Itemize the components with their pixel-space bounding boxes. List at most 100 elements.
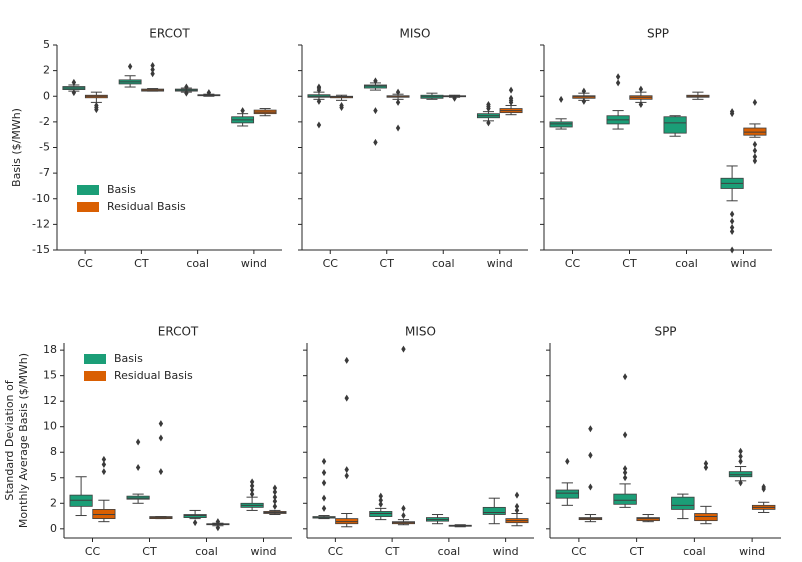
outlier (316, 97, 322, 105)
outlier (321, 479, 327, 487)
outlier (127, 63, 133, 71)
outlier (761, 483, 766, 491)
outlier (272, 484, 278, 492)
outlier (729, 246, 735, 254)
x-tick-label: CT (380, 257, 395, 270)
outlier (184, 89, 189, 97)
box (482, 506, 506, 515)
outlier (272, 488, 278, 496)
outlier (729, 223, 735, 231)
outlier (378, 496, 383, 504)
y-tick-label: 2 (50, 496, 57, 509)
x-tick-label: wind (739, 545, 765, 558)
legend-label: Basis (114, 352, 143, 365)
outlier (752, 140, 758, 148)
outlier (703, 459, 709, 467)
outlier (514, 506, 520, 514)
outlier (316, 83, 322, 91)
outlier (249, 482, 255, 490)
outlier (378, 492, 383, 500)
outlier (339, 104, 344, 112)
y-tick-label: 5 (50, 471, 57, 484)
outlier (344, 466, 349, 474)
x-tick-label: wind (241, 257, 267, 270)
box (663, 116, 687, 134)
y-tick-label: 10 (43, 420, 57, 433)
outlier (581, 97, 587, 105)
outlier (344, 472, 349, 480)
x-tick-label: coal (683, 545, 706, 558)
panel-title: SPP (647, 27, 669, 41)
outlier (321, 494, 327, 502)
box (69, 494, 93, 507)
y-tick-label: 15 (43, 369, 57, 382)
outlier (752, 153, 758, 161)
x-tick-label: wind (487, 257, 513, 270)
box (363, 84, 387, 89)
y-tick-label: -15 (32, 243, 50, 256)
y-tick-label: -2 (39, 115, 50, 128)
outlier (321, 504, 327, 512)
box (613, 493, 637, 505)
outlier (316, 121, 322, 129)
box (636, 517, 660, 522)
outlier (729, 217, 735, 225)
x-tick-label: CC (571, 545, 587, 558)
outlier (321, 469, 327, 477)
outlier (508, 86, 514, 94)
x-tick-label: CT (385, 545, 400, 558)
x-tick-label: CT (134, 257, 149, 270)
box (549, 121, 573, 128)
x-tick-label: CC (323, 257, 339, 270)
outlier (158, 468, 164, 476)
box (183, 514, 207, 518)
x-tick-label: CC (565, 257, 581, 270)
outlier (558, 95, 564, 103)
x-tick-label: CC (77, 257, 93, 270)
outlier (373, 107, 378, 115)
outlier (272, 497, 278, 505)
box (126, 495, 150, 500)
outlier (71, 89, 77, 97)
outlier (738, 457, 743, 465)
box (743, 127, 767, 136)
outlier (588, 483, 593, 491)
y-tick-label: 2 (43, 64, 50, 77)
outlier (344, 356, 349, 364)
outlier (615, 73, 621, 81)
legend-swatch (77, 185, 99, 195)
outlier (738, 479, 743, 487)
y-tick-label: -5 (39, 141, 50, 154)
x-tick-label: wind (493, 545, 519, 558)
panel-title: ERCOT (149, 27, 190, 41)
x-tick-label: coal (675, 257, 698, 270)
outlier (729, 228, 735, 236)
y-tick-label: -7 (39, 166, 50, 179)
outlier (703, 464, 709, 472)
box (335, 518, 359, 525)
outlier (452, 94, 457, 102)
outlier (158, 434, 164, 442)
outlier (738, 452, 743, 460)
legend-swatch (77, 202, 99, 212)
x-tick-label: coal (438, 545, 461, 558)
outlier (101, 455, 107, 463)
outlier (373, 138, 378, 146)
outlier (272, 502, 278, 510)
y-tick-label: 0 (50, 522, 57, 535)
outlier (638, 85, 644, 93)
outlier (401, 345, 406, 353)
outlier (71, 78, 77, 86)
outlier (150, 62, 155, 69)
y-tick-label: 18 (43, 343, 57, 356)
x-tick-label: CC (328, 545, 344, 558)
outlier (588, 425, 593, 433)
box (555, 489, 580, 499)
outlier (192, 519, 198, 527)
outlier (729, 110, 735, 118)
outlier (401, 504, 406, 512)
y-axis-label: Standard Deviation of (3, 379, 16, 500)
outlier (101, 460, 107, 468)
outlier (101, 468, 107, 476)
